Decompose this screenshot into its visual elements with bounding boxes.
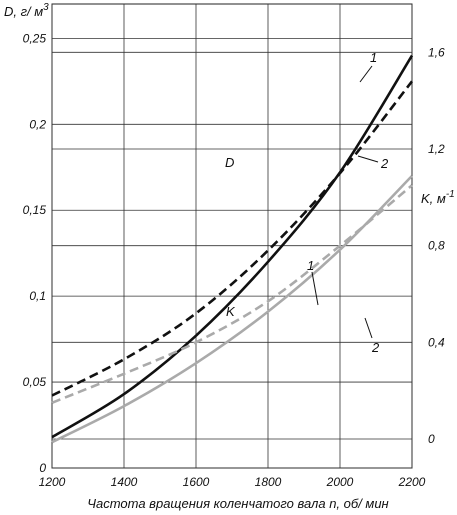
- y-right-tick-1: 1,2: [428, 142, 445, 156]
- y-left-tick-5: 0: [39, 461, 46, 475]
- series-label-d-1: 1: [370, 50, 377, 65]
- callout-k-2: 2: [364, 317, 380, 355]
- series-k-1: [51, 80, 414, 397]
- plot-grid: [51, 3, 413, 469]
- series-label-k-1: 1: [307, 258, 314, 273]
- x-tick-4: 2000: [326, 475, 354, 489]
- plot-frame: [51, 3, 413, 469]
- y-left-tick-3: 0,1: [29, 289, 46, 303]
- y-left-tick-4: 0,05: [23, 375, 47, 389]
- callout-d-2: 2: [357, 155, 389, 171]
- x-tick-5: 2200: [398, 475, 426, 489]
- y-right-tick-3: 0,4: [428, 335, 445, 349]
- y-right-tick-0: 1,6: [428, 45, 445, 59]
- right-axis-label: K, м-1: [421, 189, 455, 206]
- group-label-d: D: [225, 155, 234, 170]
- series-layer: [51, 54, 414, 444]
- y-left-tick-1: 0,2: [29, 117, 46, 131]
- y-right-tick-4: 0: [428, 432, 435, 446]
- x-axis-label: Частота вращения коленчатого вала n, об/…: [87, 496, 388, 511]
- x-tick-0: 1200: [39, 475, 66, 489]
- callout-k-1: 1: [307, 258, 319, 306]
- series-label-d-2: 2: [380, 156, 389, 171]
- series-d-1: [51, 54, 414, 439]
- series-d-2: [51, 174, 413, 444]
- group-label-k: K: [226, 304, 236, 319]
- x-tick-2: 1600: [183, 475, 210, 489]
- series-k-2: [51, 184, 413, 405]
- y-right-tick-2: 0,8: [428, 239, 445, 253]
- left-axis-label: D, г/ м3: [4, 2, 49, 19]
- callout-d-1: 1: [359, 50, 377, 83]
- x-tick-3: 1800: [255, 475, 282, 489]
- series-label-k-2: 2: [371, 340, 380, 355]
- x-tick-1: 1400: [111, 475, 138, 489]
- y-left-tick-0: 0,25: [23, 31, 47, 45]
- y-left-tick-2: 0,15: [23, 203, 47, 217]
